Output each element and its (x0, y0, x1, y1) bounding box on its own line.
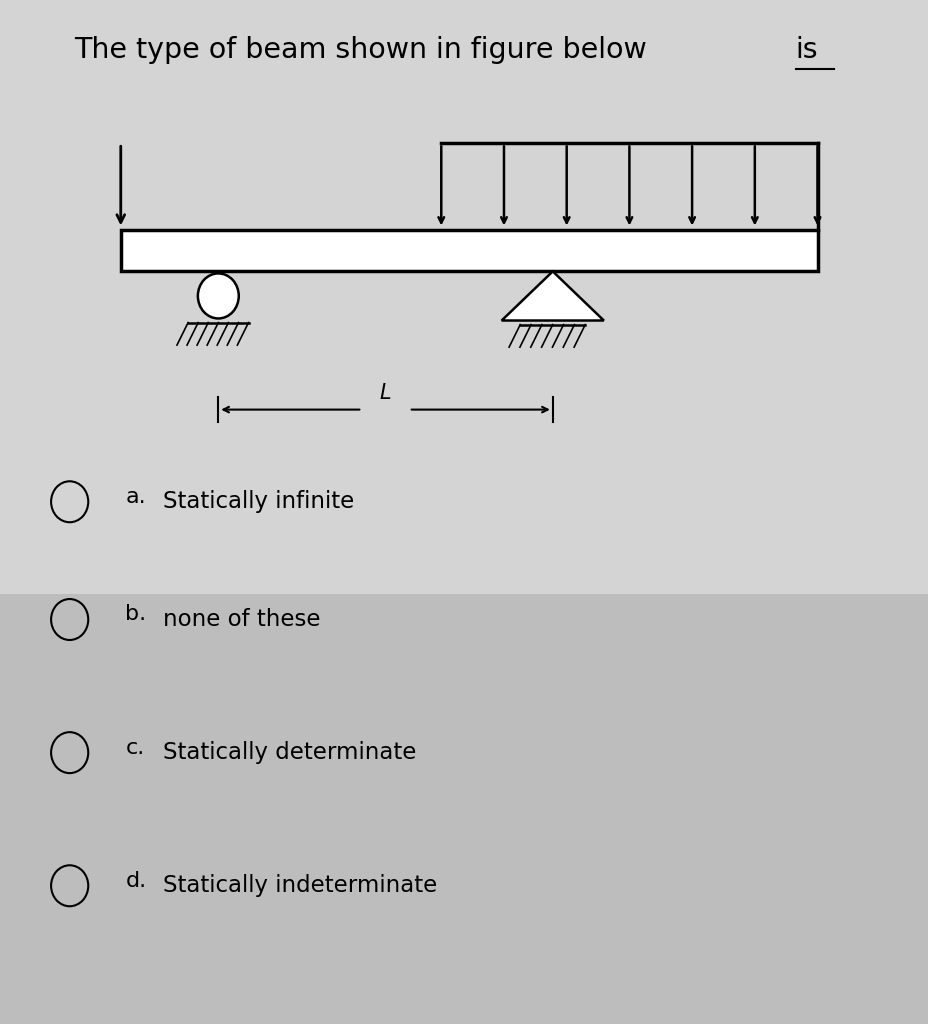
Polygon shape (501, 271, 603, 321)
Text: Statically infinite: Statically infinite (162, 490, 354, 513)
Bar (0, 594, 928, 1024)
Bar (121, 230, 817, 271)
Bar (0, 0, 928, 594)
Circle shape (198, 273, 238, 318)
Text: Statically indeterminate: Statically indeterminate (162, 874, 436, 897)
Text: none of these: none of these (162, 608, 320, 631)
Text: Statically determinate: Statically determinate (162, 741, 416, 764)
Text: L: L (380, 383, 391, 403)
Text: c.: c. (125, 737, 145, 758)
Text: b.: b. (125, 604, 147, 625)
Text: is: is (794, 36, 817, 63)
Text: a.: a. (125, 486, 146, 507)
Text: d.: d. (125, 870, 147, 891)
Text: The type of beam shown in figure below: The type of beam shown in figure below (74, 36, 655, 63)
